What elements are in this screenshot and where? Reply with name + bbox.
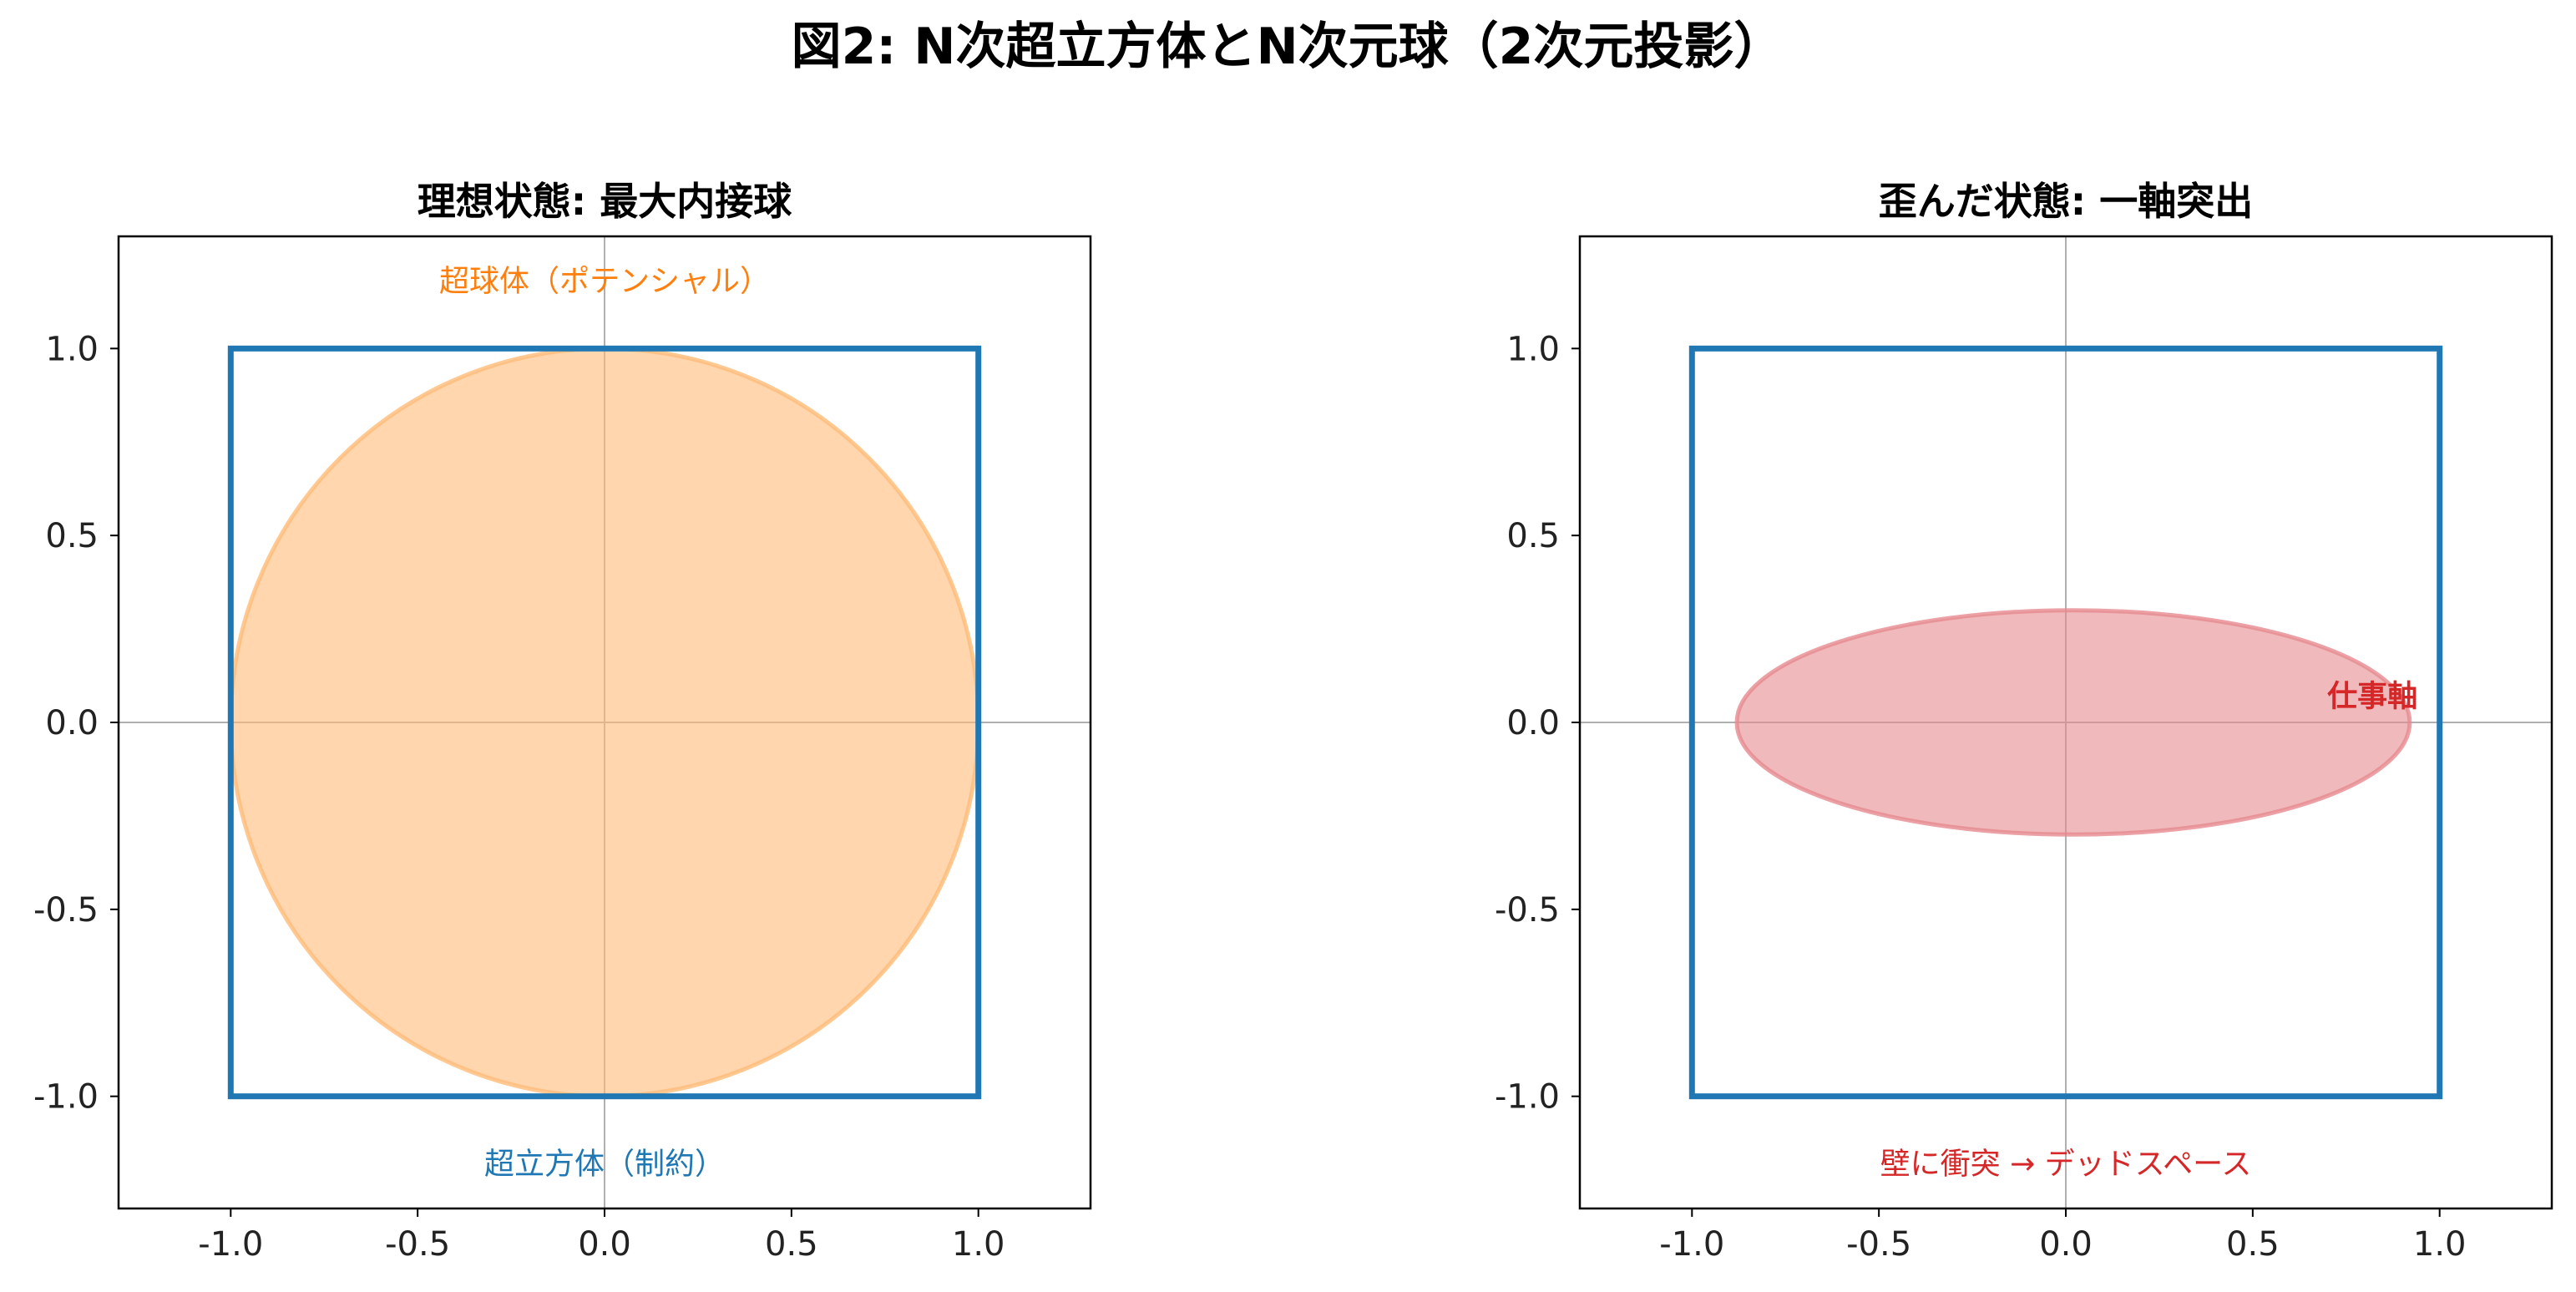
y-tick-label: -0.5 xyxy=(33,891,99,930)
y-tick-label: -1.0 xyxy=(33,1078,99,1117)
x-tick-label: 1.0 xyxy=(952,1225,1005,1264)
y-tick-label: 1.0 xyxy=(1506,330,1560,368)
x-tick-label: 0.5 xyxy=(2226,1225,2280,1264)
panel-title: 歪んだ状態: 一軸突出 xyxy=(1879,179,2253,224)
hypersphere-circle xyxy=(228,346,981,1099)
x-tick-label: 0.5 xyxy=(765,1225,818,1264)
x-tick-label: 0.0 xyxy=(578,1225,631,1264)
annotation-label: 超立方体（制約） xyxy=(484,1147,725,1181)
x-tick-label: 0.0 xyxy=(2039,1225,2093,1264)
y-tick-label: 0.0 xyxy=(45,704,99,742)
x-tick-label: -1.0 xyxy=(1659,1225,1724,1264)
y-tick-label: 0.0 xyxy=(1506,704,1560,742)
x-tick-label: -1.0 xyxy=(198,1225,263,1264)
y-tick-label: -0.5 xyxy=(1495,891,1560,930)
distorted-ellipse xyxy=(1734,608,2412,837)
y-tick-label: 0.5 xyxy=(1506,517,1560,555)
hypercube-square xyxy=(227,345,982,1100)
x-tick-label: -0.5 xyxy=(385,1225,450,1264)
figure-suptitle: 図2: N次超立方体とN次元球（2次元投影） xyxy=(792,18,1784,76)
annotation-label: 仕事軸 xyxy=(2327,680,2417,714)
y-tick-label: -1.0 xyxy=(1495,1078,1560,1117)
y-tick-label: 1.0 xyxy=(45,330,99,368)
panel-ideal-state: 理想状態: 最大内接球 -1.0 -0.5 0.0 0.5 1.0 -1.0 -0.5 0.0 0… xyxy=(33,179,1092,1264)
x-tick-label: -0.5 xyxy=(1846,1225,1911,1264)
panel-distorted-state: 歪んだ状態: 一軸突出 -1.0 -0.5 0.0 0.5 1.0 -1.0 -0.5 0.0 0… xyxy=(1495,179,2553,1264)
panel-title: 理想状態: 最大内接球 xyxy=(418,179,792,224)
y-tick-label: 0.5 xyxy=(45,517,99,555)
annotation-label: 壁に衝突 → デッドスペース xyxy=(1880,1147,2252,1181)
hypercube-square xyxy=(1688,345,2443,1100)
x-tick-label: 1.0 xyxy=(2413,1225,2467,1264)
annotation-label: 超球体（ポテンシャル） xyxy=(439,265,770,299)
